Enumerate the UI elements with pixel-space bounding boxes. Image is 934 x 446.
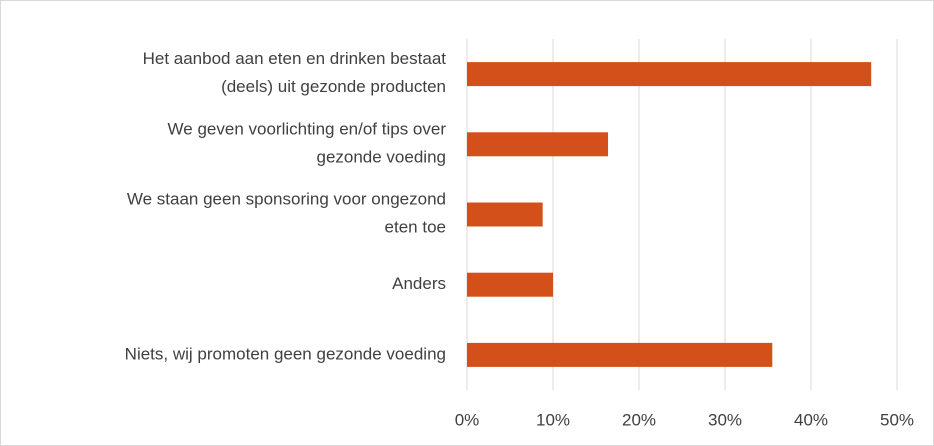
y-tick-label: Het aanbod aan eten en drinken bestaat (d… (143, 50, 447, 97)
x-tick-label: 40% (794, 410, 828, 429)
bar (467, 202, 543, 227)
x-tick-label: 20% (622, 410, 656, 429)
bar (467, 132, 609, 157)
y-tick-label: We geven voorlichting en/of tips over gez… (168, 120, 447, 167)
x-tick-label: 50% (880, 410, 914, 429)
x-tick-label: 10% (536, 410, 570, 429)
bar (467, 342, 773, 367)
y-tick-label: We staan geen sponsoring voor ongezond et… (127, 190, 446, 237)
bar (467, 272, 553, 297)
bar (467, 62, 872, 87)
x-tick-label: 0% (455, 410, 480, 429)
y-tick-label: Anders (392, 274, 446, 293)
y-tick-label: Niets, wij promoten geen gezonde voeding (125, 344, 446, 363)
x-tick-label: 30% (708, 410, 742, 429)
